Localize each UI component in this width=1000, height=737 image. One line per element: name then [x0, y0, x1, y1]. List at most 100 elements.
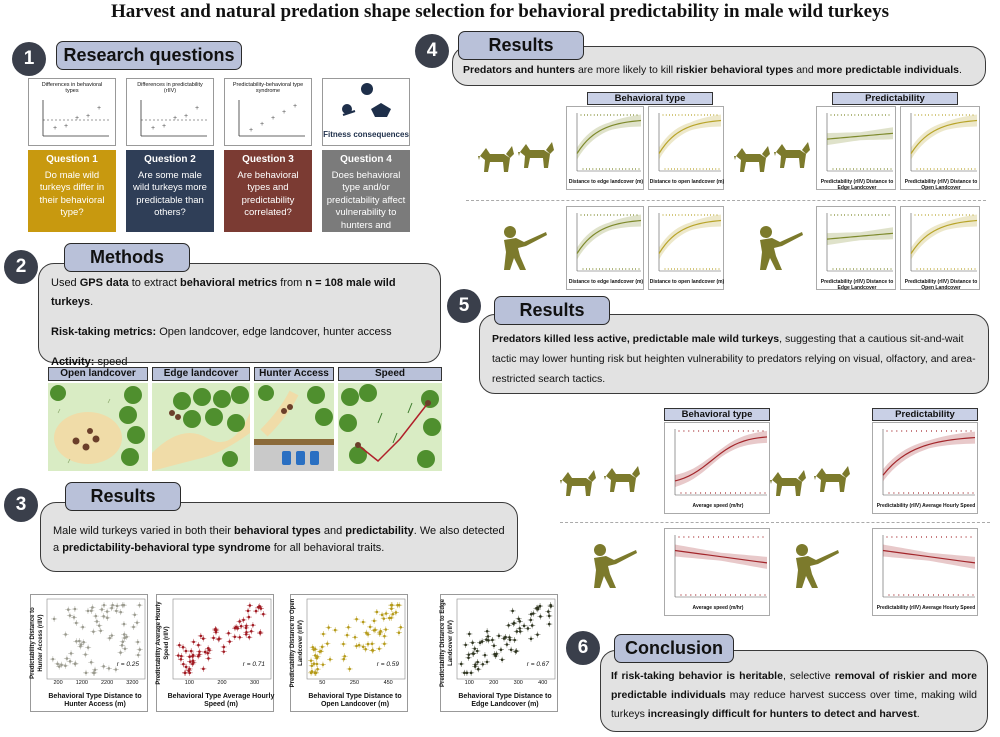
scatterplot-2-y-label: Predictability Average Hourly Speed (rII…: [156, 601, 170, 685]
svg-text:+: +: [282, 109, 286, 116]
s4-hunt-bt-edge-x-label: Distance to edge landcover (m): [568, 279, 644, 285]
section-label-results-4: Results: [458, 31, 584, 60]
s5-hunt-pr-speed-x-label: Predictability (rIIV) Average Hourly Spe…: [876, 605, 976, 611]
results-3-box: Male wild turkeys varied in both their b…: [40, 502, 518, 572]
s4-pred-pr-open-curve: [910, 113, 978, 172]
speed-illustration: [338, 383, 442, 471]
x-tick-label: 450: [383, 680, 393, 686]
section-label-research-questions: Research questions: [56, 41, 242, 70]
scatterplot-2: r = 0.71 100 200 300 Behavioral Type Average…: [156, 594, 274, 712]
section-label-methods: Methods: [64, 243, 190, 272]
s5-pred-bt-speed-curve: [674, 429, 768, 496]
s5-header-predictability: Predictability: [872, 408, 978, 421]
scatterplot-1-points: [46, 598, 146, 680]
s5-hunt-bt-speed: Average speed (m/hr): [664, 528, 770, 616]
svg-text:+: +: [249, 127, 253, 134]
section-number-4: 4: [415, 34, 449, 68]
scatterplot-4-points: [456, 598, 556, 680]
scatterplot-3-r-value: r = 0.59: [376, 661, 399, 668]
fitness-icon: [342, 83, 391, 117]
question-3-figure: Predictability-behavioral type syndrome +…: [224, 78, 312, 146]
question-1-text: Do male wild turkeys differ in their beh…: [39, 169, 105, 219]
s4-header-predictability: Predictability: [832, 92, 958, 105]
s4-pred-bt-edge-x-label: Distance to edge landcover (m): [568, 179, 644, 185]
question-3-text: Are behavioral types and predictability …: [237, 169, 299, 219]
s4-pred-pr-edge-x-label: Predictability (rIIV) Distance to Edge L…: [820, 179, 894, 191]
scatterplot-4-x-ticks: 100 200 300 400: [457, 680, 555, 686]
scatterplot-1-x-label: Behavioral Type Distance to Hunter Acces…: [48, 693, 142, 708]
svg-text:+: +: [53, 125, 57, 132]
s5-hunt-bt-speed-curve: [674, 535, 768, 598]
question-1-card: Question 1 Do male wild turkeys differ in…: [28, 150, 116, 232]
question-3-card: Question 3 Are behavioral types and predi…: [224, 150, 312, 232]
scatterplot-2-r-value: r = 0.71: [242, 661, 265, 668]
section-label-results-5: Results: [494, 296, 610, 325]
s4-pred-bt-edge: Distance to edge landcover (m): [566, 106, 644, 190]
s4-hunt-pr-open: Predictability (rIIV) Distance to Open L…: [900, 206, 980, 291]
section-number-1: 1: [12, 42, 46, 76]
s4-coyote-icon-2: [516, 138, 556, 175]
question-2-title: Question 2: [144, 154, 196, 165]
s5-coyote-icon-2: [602, 462, 642, 499]
s4-hunt-bt-open: Distance to open landcover (m): [648, 206, 724, 290]
s4-pred-pr-edge-curve: [826, 113, 894, 172]
svg-text:+: +: [151, 125, 155, 132]
s4-hunt-bt-open-curve: [658, 213, 722, 272]
s4-coyote-icon-3: [732, 142, 772, 179]
scatterplot-3-y-label: Predictability Distance to Open Landcove…: [290, 598, 304, 688]
s5-hunt-pr-speed: Predictability (rIIV) Average Hourly Spe…: [872, 528, 978, 616]
methods-line-1: Used GPS data to extract behavioral metr…: [51, 277, 396, 308]
x-tick-label: 250: [349, 680, 360, 686]
question-4-text: Does behavioral type and/or predictabili…: [326, 169, 406, 244]
s5-coyote-icon-3: [768, 466, 808, 503]
open-landcover-illustration: [48, 383, 148, 471]
s4-pred-bt-open: Distance to open landcover (m): [648, 106, 724, 190]
svg-text:+: +: [97, 105, 101, 112]
scatterplot-3-points: [306, 598, 406, 680]
x-tick-label: 200: [489, 680, 499, 686]
svg-text:+: +: [271, 115, 275, 122]
edge-landcover-illustration: [152, 383, 250, 471]
s4-hunt-bt-edge-curve: [576, 213, 642, 272]
s5-pred-pr-speed: Predictability (rIIV) Average Hourly Spe…: [872, 422, 978, 514]
section-number-3: 3: [4, 488, 38, 522]
question-2-mini-plot: + + + + +: [140, 100, 207, 137]
x-tick-label: 50: [319, 680, 326, 686]
s4-coyote-icon-4: [772, 138, 812, 175]
svg-text:+: +: [75, 115, 79, 122]
s5-pred-pr-speed-curve: [882, 429, 976, 496]
question-4-card: Question 4 Does behavioral type and/or pr…: [322, 150, 410, 243]
scatterplot-4-r-value: r = 0.67: [526, 661, 549, 668]
s5-hunter-icon-2: [786, 540, 840, 595]
method-label-speed: Speed: [338, 367, 442, 381]
svg-text:+: +: [195, 105, 199, 112]
question-2-text: Are some male wild turkeys more predicta…: [133, 169, 207, 219]
scatterplot-1-r-value: r = 0.25: [116, 661, 139, 668]
methods-box: Used GPS data to extract behavioral metr…: [38, 263, 441, 368]
scatterplot-1-y-label: Predictability Distance to Hunter Access…: [30, 607, 44, 679]
svg-text:+: +: [64, 123, 68, 130]
scatterplot-4-y-label: Predictability Distance to Edge Landcove…: [440, 598, 454, 688]
section-label-results-3: Results: [65, 482, 181, 511]
question-3-mini-plot: + + + + +: [238, 100, 305, 137]
methods-line-3: Activity: speed: [51, 356, 128, 368]
svg-text:+: +: [86, 113, 90, 120]
section-number-6: 6: [566, 631, 600, 665]
x-tick-label: 100: [464, 680, 474, 686]
scatterplot-2-points: [172, 598, 272, 680]
scatterplot-3-x-ticks: 50 250 450: [307, 680, 405, 686]
x-tick-label: 2200: [100, 680, 114, 686]
s5-pred-bt-speed: Average speed (m/hr): [664, 422, 770, 514]
question-3-title: Question 3: [242, 154, 294, 165]
question-2-figure-title: Differences in predictability (rIIV): [137, 82, 203, 94]
x-tick-label: 300: [513, 680, 523, 686]
poster-title: Harvest and natural predation shape sele…: [111, 1, 889, 22]
s4-coyote-icon-1: [476, 142, 516, 179]
s4-hunt-pr-edge: Predictability (rIIV) Distance to Edge L…: [816, 206, 896, 291]
s4-hunt-pr-edge-x-label: Predictability (rIIV) Distance to Edge L…: [820, 279, 894, 291]
scatterplot-1: r = 0.25 200 1200 2200 3200 Behavioral Type D…: [30, 594, 148, 712]
s4-hunt-pr-open-x-label: Predictability (rIIV) Distance to Open L…: [904, 279, 978, 291]
scatterplot-3: r = 0.59 50 250 450 Behavioral Type Distance…: [290, 594, 408, 712]
s4-pred-bt-edge-curve: [576, 113, 642, 172]
s5-hunt-pr-speed-curve: [882, 535, 976, 598]
